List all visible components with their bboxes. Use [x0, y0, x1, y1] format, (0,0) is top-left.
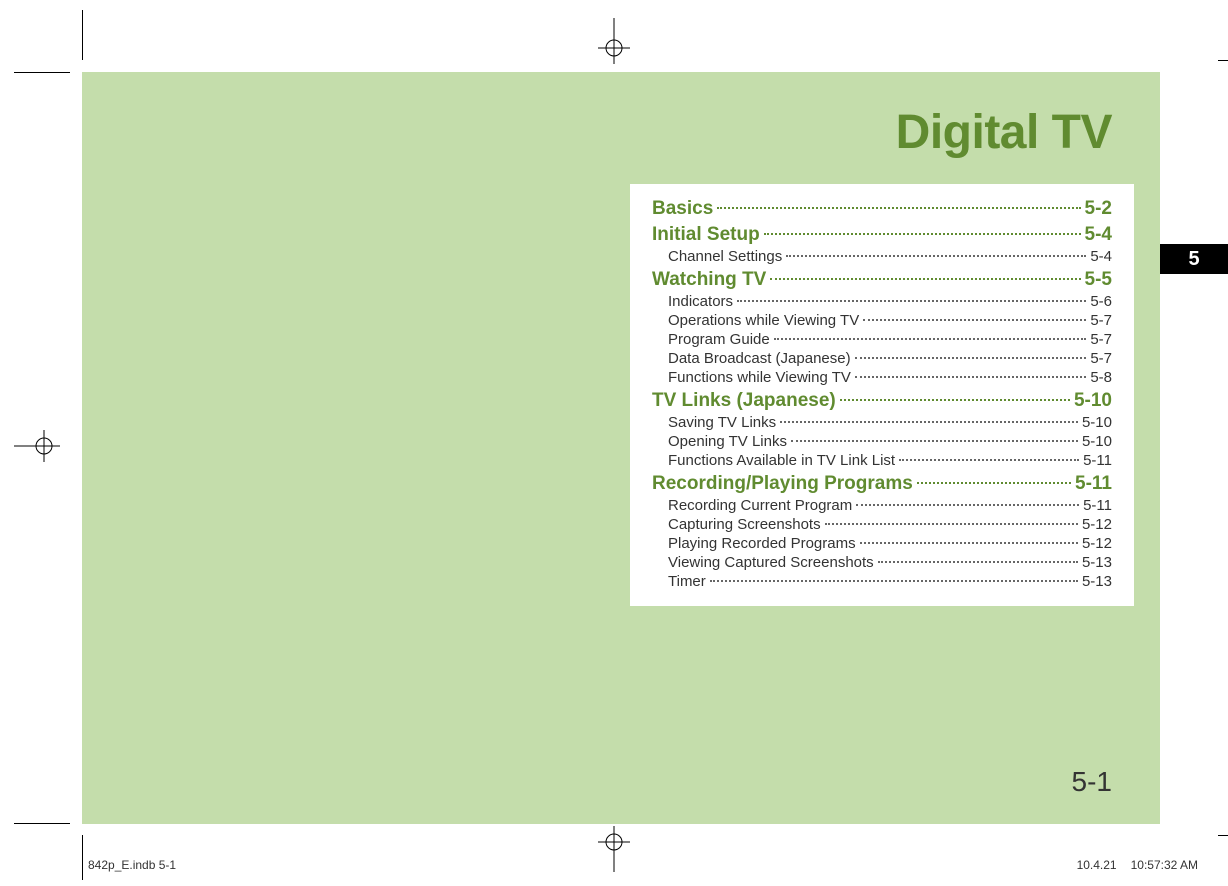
toc-entry-label: Channel Settings [668, 248, 782, 265]
toc-entry-label: Recording Current Program [668, 497, 852, 514]
toc-leader [856, 504, 1079, 506]
toc-leader [840, 399, 1070, 401]
toc-leader [791, 440, 1078, 442]
toc-entry-page: 5-7 [1090, 350, 1112, 367]
registration-mark-icon [598, 826, 630, 872]
toc-entry-page: 5-11 [1083, 452, 1112, 469]
toc-entry-page: 5-11 [1075, 473, 1112, 495]
chapter-tab: 5 [1160, 244, 1228, 274]
toc-entry-label: Timer [668, 573, 706, 590]
toc-leader [737, 300, 1086, 302]
toc-entry-page: 5-10 [1082, 414, 1112, 431]
toc-entry-label: Functions Available in TV Link List [668, 452, 895, 469]
toc-entry-page: 5-7 [1090, 312, 1112, 329]
toc-entry-label: Viewing Captured Screenshots [668, 554, 874, 571]
registration-mark-icon [14, 430, 60, 462]
toc-entry-page: 5-5 [1085, 269, 1112, 291]
page-number: 5-1 [1072, 766, 1112, 798]
toc-entry-page: 5-10 [1074, 390, 1112, 412]
toc-leader [780, 421, 1078, 423]
toc-sub-row: Opening TV Links 5-10 [668, 433, 1112, 450]
toc-leader [855, 376, 1086, 378]
toc-sub-row: Channel Settings 5-4 [668, 248, 1112, 265]
toc-sub-row: Data Broadcast (Japanese) 5-7 [668, 350, 1112, 367]
toc-sub-row: Indicators 5-6 [668, 293, 1112, 310]
toc-entry-label: Data Broadcast (Japanese) [668, 350, 851, 367]
toc-sub-row: Functions while Viewing TV 5-8 [668, 369, 1112, 386]
chapter-tab-number: 5 [1188, 248, 1199, 270]
toc-entry-label: Watching TV [652, 269, 766, 291]
toc-entry-label: Recording/Playing Programs [652, 473, 913, 495]
toc-entry-page: 5-7 [1090, 331, 1112, 348]
toc-entry-page: 5-11 [1083, 497, 1112, 514]
toc-leader [764, 233, 1081, 235]
toc-leader [786, 255, 1086, 257]
toc-sub-row: Timer 5-13 [668, 573, 1112, 590]
toc-sub-row: Program Guide 5-7 [668, 331, 1112, 348]
crop-mark [14, 72, 70, 73]
toc-leader [878, 561, 1078, 563]
toc-entry-label: Functions while Viewing TV [668, 369, 851, 386]
toc-entry-page: 5-6 [1090, 293, 1112, 310]
toc-entry-page: 5-4 [1090, 248, 1112, 265]
crop-mark [82, 835, 83, 880]
toc-leader [863, 319, 1086, 321]
toc-sub-row: Capturing Screenshots 5-12 [668, 516, 1112, 533]
table-of-contents: Basics5-2Initial Setup5-4Channel Setting… [630, 184, 1134, 606]
toc-entry-page: 5-13 [1082, 554, 1112, 571]
toc-section-row: Basics 5-2 [652, 198, 1112, 220]
footer-date: 10.4.21 [1077, 858, 1117, 872]
toc-entry-label: Operations while Viewing TV [668, 312, 859, 329]
toc-sub-row: Viewing Captured Screenshots 5-13 [668, 554, 1112, 571]
crop-mark [1218, 60, 1228, 61]
toc-leader [855, 357, 1087, 359]
toc-entry-label: Basics [652, 198, 713, 220]
footer-file-ref: 842p_E.indb 5-1 [88, 858, 176, 872]
toc-entry-label: Opening TV Links [668, 433, 787, 450]
toc-entry-page: 5-4 [1085, 224, 1112, 246]
toc-sub-row: Saving TV Links 5-10 [668, 414, 1112, 431]
footer-time: 10:57:32 AM [1131, 858, 1198, 872]
toc-leader [860, 542, 1078, 544]
page-title: Digital TV [896, 105, 1112, 160]
toc-entry-label: Indicators [668, 293, 733, 310]
toc-entry-page: 5-12 [1082, 535, 1112, 552]
toc-leader [917, 482, 1071, 484]
toc-entry-label: TV Links (Japanese) [652, 390, 836, 412]
toc-entry-label: Capturing Screenshots [668, 516, 821, 533]
toc-sub-row: Operations while Viewing TV 5-7 [668, 312, 1112, 329]
toc-entry-label: Playing Recorded Programs [668, 535, 856, 552]
crop-mark [14, 823, 70, 824]
toc-sub-row: Recording Current Program 5-11 [668, 497, 1112, 514]
toc-entry-page: 5-8 [1090, 369, 1112, 386]
toc-section-row: Recording/Playing Programs 5-11 [652, 473, 1112, 495]
toc-sub-row: Functions Available in TV Link List 5-11 [668, 452, 1112, 469]
toc-leader [899, 459, 1079, 461]
crop-mark [82, 10, 83, 60]
toc-entry-page: 5-2 [1085, 198, 1112, 220]
toc-sub-row: Playing Recorded Programs 5-12 [668, 535, 1112, 552]
toc-leader [825, 523, 1078, 525]
toc-entry-label: Initial Setup [652, 224, 760, 246]
toc-entry-label: Saving TV Links [668, 414, 776, 431]
toc-leader [774, 338, 1087, 340]
toc-leader [770, 278, 1080, 280]
registration-mark-icon [598, 18, 630, 64]
toc-leader [710, 580, 1078, 582]
crop-mark [1218, 835, 1228, 836]
toc-leader [717, 207, 1080, 209]
toc-section-row: Initial Setup 5-4 [652, 224, 1112, 246]
toc-entry-page: 5-13 [1082, 573, 1112, 590]
print-footer: 842p_E.indb 5-1 10.4.21 10:57:32 AM [88, 858, 1198, 872]
toc-entry-label: Program Guide [668, 331, 770, 348]
toc-entry-page: 5-10 [1082, 433, 1112, 450]
toc-entry-page: 5-12 [1082, 516, 1112, 533]
toc-section-row: TV Links (Japanese) 5-10 [652, 390, 1112, 412]
toc-section-row: Watching TV 5-5 [652, 269, 1112, 291]
